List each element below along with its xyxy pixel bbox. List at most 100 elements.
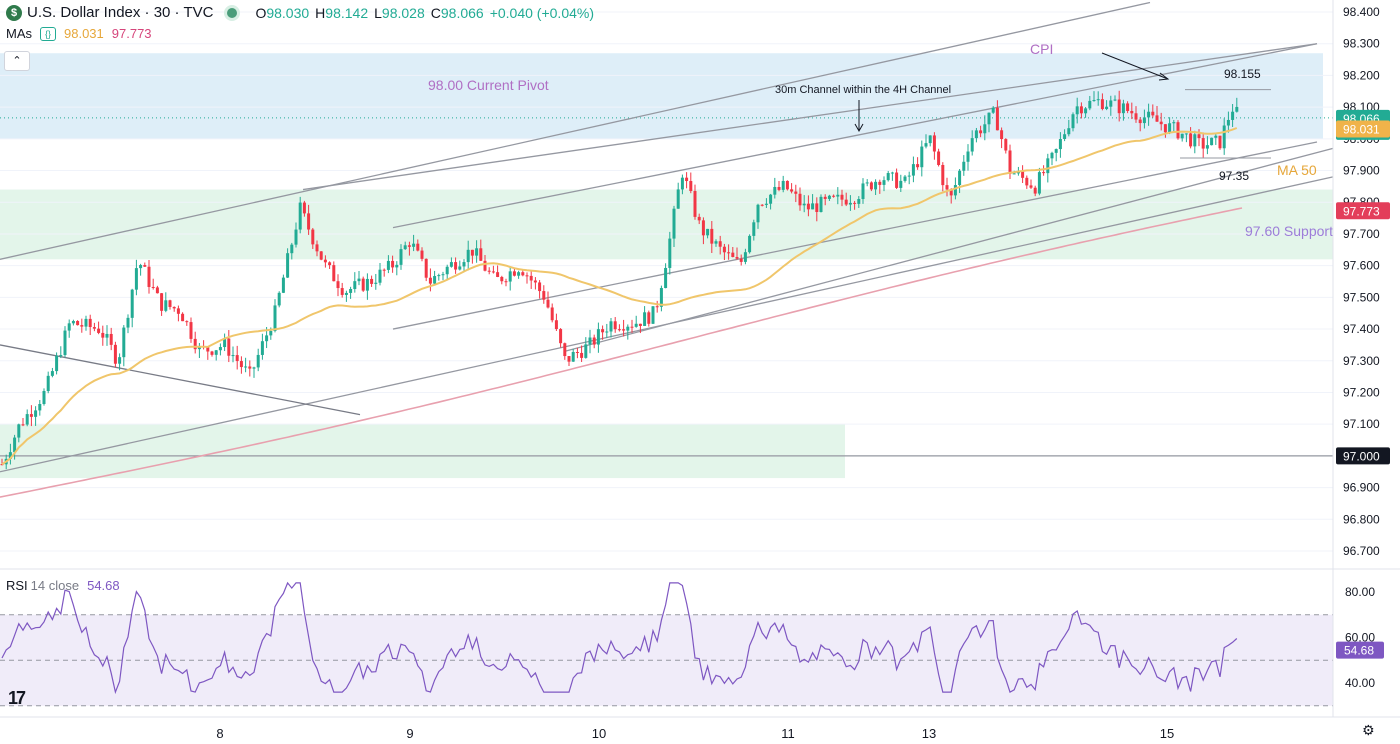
price-tick: 97.300 (1343, 354, 1380, 368)
zone-2 (0, 424, 845, 479)
candle-body (920, 146, 924, 168)
candle-body (332, 265, 336, 282)
candle-body (399, 249, 403, 265)
candle-body (1180, 133, 1184, 139)
candle-body (239, 361, 243, 368)
candle-body (1155, 115, 1159, 122)
candle-body (34, 410, 38, 417)
price-label-box (1336, 447, 1390, 465)
candle-body (223, 338, 227, 348)
candle-body (1029, 185, 1033, 188)
candle-body (1222, 125, 1226, 149)
candle-body (344, 292, 348, 295)
candle-body (655, 306, 659, 308)
price-tick: 97.100 (1343, 417, 1380, 431)
candle-body (706, 228, 710, 236)
candle-body (281, 277, 285, 293)
candle-body (546, 299, 550, 308)
candle-body (168, 300, 172, 307)
candle-body (785, 180, 789, 190)
candle-body (1231, 111, 1235, 120)
candle-body (1214, 135, 1218, 138)
candle-body (59, 355, 63, 357)
candle-body (433, 276, 437, 284)
candle-body (449, 262, 453, 267)
candle-body (395, 264, 399, 268)
market-status-icon (227, 7, 238, 18)
symbol-title[interactable]: U.S. Dollar Index · 30 · TVC (27, 4, 214, 21)
candle-body (483, 260, 487, 271)
candle-body (1042, 172, 1046, 174)
candle-body (790, 189, 794, 192)
candle-body (458, 266, 462, 270)
candle-body (365, 278, 369, 291)
candle-body (958, 170, 962, 186)
candle-body (1210, 137, 1214, 146)
candle-body (1218, 135, 1222, 149)
candle-body (139, 265, 143, 269)
price-tick: 98.300 (1343, 37, 1380, 51)
candle-body (386, 260, 390, 270)
candle-body (1130, 110, 1134, 114)
cpi-arrowhead (1158, 72, 1170, 81)
candle-body (643, 312, 647, 326)
candle-body (1151, 111, 1155, 116)
collapse-chevron-up-icon[interactable]: ⌃ (4, 51, 30, 71)
mas-legend: MAs {} 98.031 97.773 (6, 26, 152, 41)
candle-body (983, 124, 987, 134)
candle-body (844, 199, 848, 205)
candle-body (848, 202, 852, 205)
candle-body (315, 244, 319, 252)
candle-body (668, 238, 672, 268)
candle-body (105, 333, 109, 338)
candle-body (109, 333, 113, 345)
candle-body (143, 265, 147, 267)
candle-body (147, 266, 151, 287)
candle-body (710, 228, 714, 244)
price-tick: 97.700 (1343, 227, 1380, 241)
candle-body (832, 195, 836, 197)
candle-body (277, 292, 281, 306)
candle-body (928, 135, 932, 144)
candle-body (1046, 158, 1050, 174)
candle-body (1159, 121, 1163, 125)
candle-body (391, 260, 395, 268)
rsi-label-box (1336, 641, 1384, 659)
candle-body (743, 252, 747, 262)
candle-body (886, 173, 890, 181)
rsi-legend: RSI 14 close 54.68 (6, 578, 120, 593)
candle-body (525, 275, 529, 277)
rsi-label[interactable]: RSI (6, 578, 28, 593)
rsi-label-text: 54.68 (1344, 644, 1374, 658)
candle-body (466, 249, 470, 263)
candle-body (248, 366, 252, 369)
candle-body (160, 293, 164, 311)
candle-body (1138, 119, 1142, 124)
candle-body (1109, 100, 1113, 107)
candle-body (823, 196, 827, 199)
candle-body (101, 332, 105, 338)
candle-body (760, 204, 764, 206)
candle-body (412, 243, 416, 247)
candle-body (559, 329, 563, 344)
candle-body (571, 351, 575, 362)
candle-body (420, 250, 424, 259)
rsi-tick: 40.00 (1345, 676, 1375, 690)
candle-body (748, 235, 752, 253)
settings-gear-icon[interactable]: ⚙ (1362, 722, 1375, 738)
candle-body (1012, 173, 1016, 175)
candle-body (134, 268, 138, 290)
candle-body (592, 337, 596, 345)
braces-icon[interactable]: {} (40, 26, 56, 41)
candle-body (815, 203, 819, 212)
candle-body (508, 271, 512, 282)
candle-body (529, 275, 533, 281)
tradingview-logo-icon[interactable]: 17 (8, 688, 26, 708)
mas-label[interactable]: MAs (6, 26, 32, 41)
candle-body (336, 281, 340, 289)
candle-body (853, 202, 857, 204)
cpi-arrow (1101, 52, 1169, 80)
candle-body (130, 289, 134, 318)
price-label-box (1336, 120, 1390, 138)
